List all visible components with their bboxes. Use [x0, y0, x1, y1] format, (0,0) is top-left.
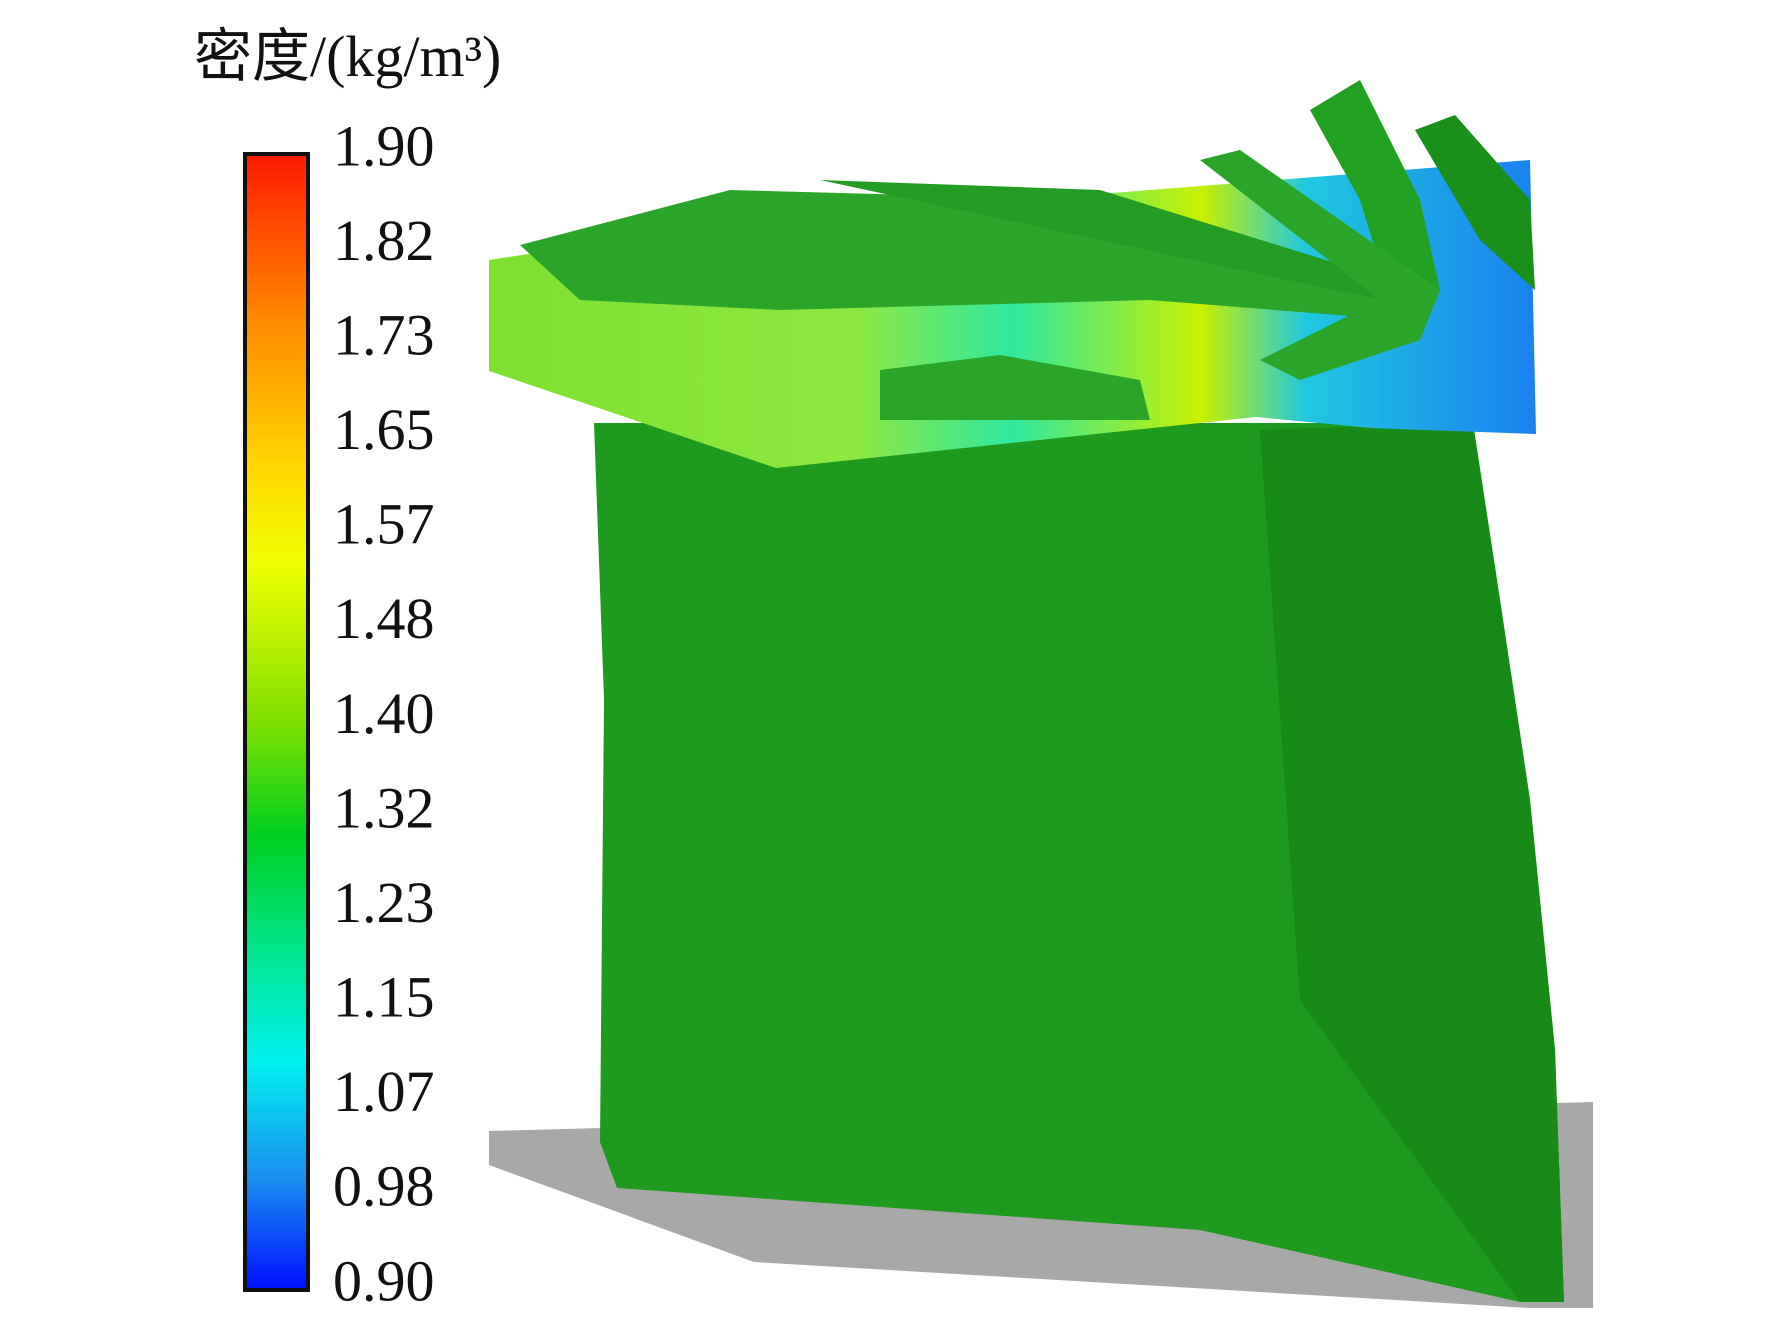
colorbar-tick-label: 1.65 [333, 397, 435, 462]
blade-side [1260, 423, 1564, 1302]
colorbar-tick-label: 1.73 [333, 302, 435, 367]
blade-arc [1200, 150, 1440, 380]
blade-top [520, 190, 1420, 320]
colorbar-title: 密度/(kg/m³) [194, 24, 501, 89]
blade-strip [820, 180, 1390, 300]
colorbar-tick-label: 1.23 [333, 870, 435, 935]
colorbar-tick-label: 1.07 [333, 1059, 435, 1124]
colorbar-tick-label: 1.48 [333, 586, 435, 651]
colorbar-tick-label: 0.90 [333, 1248, 435, 1313]
colorbar-tick-label: 1.82 [333, 208, 435, 273]
colorbar-ticks: 1.90 1.82 1.73 1.65 1.57 1.48 1.40 1.32 1.23 1.15… [333, 113, 435, 1313]
colorbar [243, 152, 310, 1292]
colorbar-tick-label: 1.40 [333, 681, 435, 746]
colorbar-tick-label: 1.57 [333, 492, 435, 557]
colorbar-tick-label: 1.32 [333, 775, 435, 840]
blade-fin [880, 355, 1150, 420]
blade-tip [1415, 115, 1535, 290]
colorbar-tick-label: 1.90 [333, 113, 435, 178]
colorbar-tick-label: 0.98 [333, 1154, 435, 1219]
colorbar-tick-label: 1.15 [333, 965, 435, 1030]
